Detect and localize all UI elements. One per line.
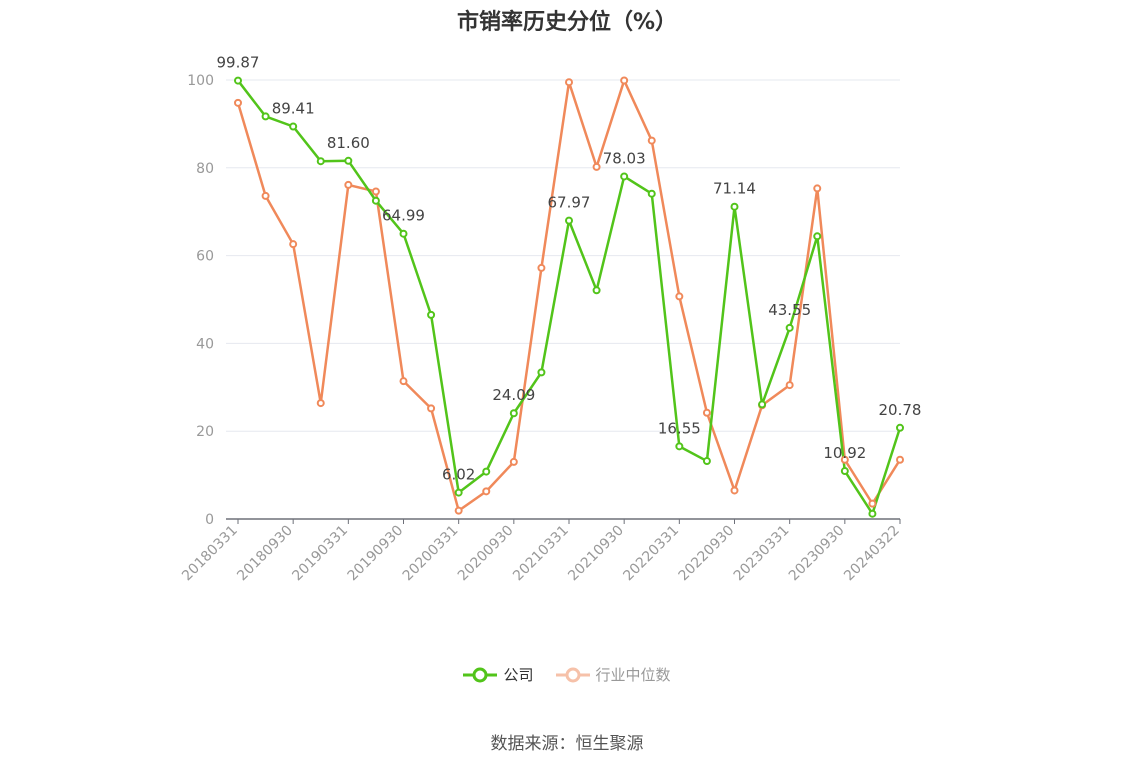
x-tick-label: 20210331	[510, 523, 572, 585]
data-point[interactable]	[537, 368, 546, 377]
data-point[interactable]	[840, 467, 849, 476]
data-label: 78.03	[603, 149, 646, 167]
data-point[interactable]	[868, 499, 877, 508]
x-tick-label: 20230331	[731, 523, 793, 585]
data-label: 99.87	[217, 54, 260, 72]
data-point[interactable]	[261, 191, 270, 200]
data-point[interactable]	[592, 162, 601, 171]
x-tick-label: 20200331	[400, 523, 462, 585]
data-point[interactable]	[316, 157, 325, 166]
data-label: 16.55	[658, 419, 701, 437]
y-tick-label: 100	[187, 73, 214, 89]
data-point[interactable]	[454, 488, 463, 497]
data-label: 81.60	[327, 134, 370, 152]
x-tick-label: 20240322	[841, 523, 903, 585]
y-tick-label: 60	[196, 249, 214, 265]
data-label: 43.55	[768, 301, 811, 319]
x-tick-label: 20210930	[565, 523, 627, 585]
data-point[interactable]	[371, 196, 380, 205]
legend-label-industry-median: 行业中位数	[595, 666, 671, 684]
data-point[interactable]	[785, 323, 794, 332]
data-point[interactable]	[592, 286, 601, 295]
data-label: 10.92	[823, 444, 866, 462]
x-tick-label: 20180331	[179, 523, 241, 585]
data-label: 20.78	[879, 401, 922, 419]
data-point[interactable]	[261, 112, 270, 121]
data-point[interactable]	[509, 457, 518, 466]
data-source: 数据来源：恒生聚源	[490, 734, 644, 754]
data-point[interactable]	[234, 76, 242, 85]
x-tick-label: 20190930	[345, 523, 407, 585]
data-point[interactable]	[620, 172, 629, 181]
data-point[interactable]	[896, 423, 904, 432]
x-tick-label: 20200930	[455, 523, 517, 585]
legend: 公司 行业中位数	[0, 664, 1134, 685]
data-point[interactable]	[565, 78, 573, 87]
data-point[interactable]	[371, 187, 380, 196]
y-tick-label: 80	[196, 161, 214, 177]
x-tick-label: 20220331	[620, 523, 682, 585]
data-point[interactable]	[289, 122, 298, 131]
data-point[interactable]	[813, 184, 822, 193]
legend-line-marker-icon	[463, 667, 498, 682]
data-point[interactable]	[813, 232, 822, 241]
legend-line-marker-icon	[555, 667, 590, 682]
data-point[interactable]	[509, 409, 518, 418]
data-point[interactable]	[868, 509, 877, 518]
data-point[interactable]	[537, 263, 546, 272]
data-point[interactable]	[647, 189, 656, 198]
data-label: 71.14	[713, 180, 756, 198]
data-labels: 99.87 89.41 81.60 64.99 6.02 24.09 67.97 78.03 1…	[217, 54, 922, 484]
y-tick-label: 20	[196, 424, 214, 440]
data-point[interactable]	[316, 399, 325, 408]
data-point[interactable]	[675, 292, 684, 301]
data-point[interactable]	[730, 202, 739, 211]
y-tick-label: 40	[196, 336, 214, 352]
data-point[interactable]	[482, 467, 491, 476]
chart-title: 市销率历史分位（%）	[456, 10, 678, 35]
x-tick-label: 20220930	[676, 523, 738, 585]
data-label: 24.09	[492, 386, 535, 404]
data-point[interactable]	[427, 404, 436, 413]
axes: 0 20 40 60 80 100 2018033120180930201903312019…	[179, 73, 903, 584]
x-tick-label: 20190331	[289, 523, 351, 585]
data-point[interactable]	[344, 180, 353, 189]
data-point[interactable]	[730, 486, 739, 495]
data-label: 64.99	[382, 207, 425, 225]
data-points	[234, 76, 904, 518]
data-point[interactable]	[454, 506, 463, 515]
data-label: 67.97	[548, 194, 591, 212]
data-point[interactable]	[289, 240, 298, 249]
data-point[interactable]	[702, 457, 711, 466]
data-point[interactable]	[399, 229, 408, 238]
data-point[interactable]	[785, 381, 794, 390]
data-point[interactable]	[702, 408, 711, 417]
data-point[interactable]	[399, 377, 408, 386]
x-tick-label: 20230930	[786, 523, 848, 585]
data-point[interactable]	[565, 216, 573, 225]
data-point[interactable]	[427, 310, 436, 319]
x-tick-label: 20180930	[234, 523, 296, 585]
data-point[interactable]	[344, 156, 353, 165]
data-point[interactable]	[896, 455, 904, 464]
data-point[interactable]	[647, 136, 656, 145]
legend-label-company: 公司	[503, 666, 534, 684]
data-label: 89.41	[272, 99, 315, 117]
legend-item-industry-median[interactable]: 行业中位数	[555, 664, 671, 685]
data-point[interactable]	[675, 442, 684, 451]
data-point[interactable]	[482, 487, 491, 496]
data-point[interactable]	[758, 400, 767, 409]
data-point[interactable]	[840, 455, 849, 464]
data-point[interactable]	[620, 76, 629, 85]
legend-item-company[interactable]: 公司	[463, 664, 534, 685]
data-label: 6.02	[442, 466, 475, 484]
y-tick-label: 0	[205, 512, 214, 528]
data-point[interactable]	[234, 98, 242, 107]
